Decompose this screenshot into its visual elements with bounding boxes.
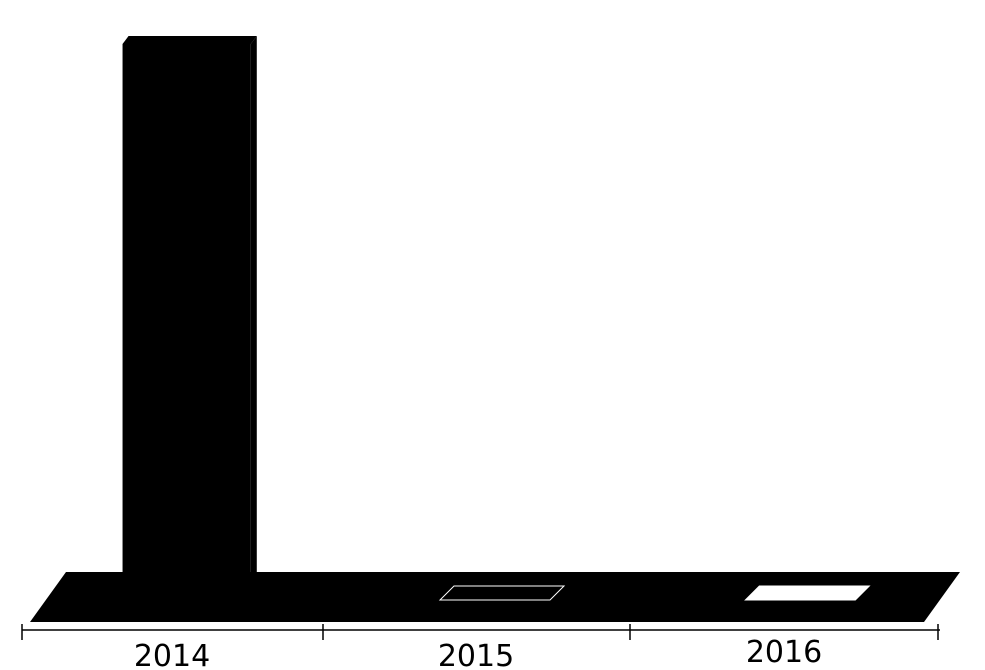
bar-top-2014 <box>122 36 257 44</box>
x-tick-label: 2015 <box>438 639 514 670</box>
x-tick-label: 2016 <box>746 635 822 670</box>
bar-side-2014 <box>250 36 257 604</box>
x-tick-label: 2014 <box>134 639 210 670</box>
bar-footprint-2015 <box>438 585 566 601</box>
bar-footprint-2016 <box>744 585 871 601</box>
bar-2014 <box>122 44 251 604</box>
